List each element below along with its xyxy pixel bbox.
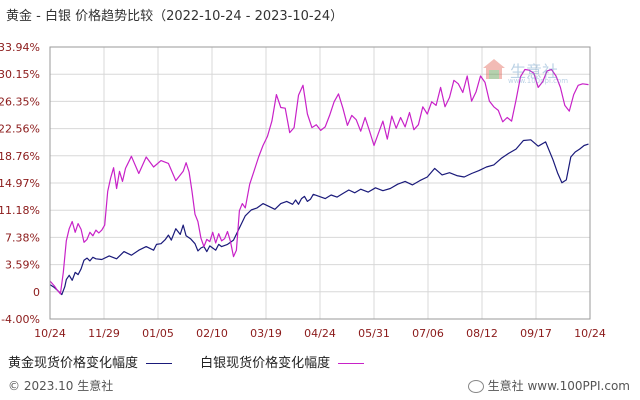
legend: 黄金现货价格变化幅度 白银现货价格变化幅度	[8, 352, 388, 371]
x-tick-label: 08/12	[466, 327, 498, 340]
x-tick-label: 07/06	[412, 327, 444, 340]
wechat-icon	[467, 380, 484, 393]
x-tick-label: 09/17	[520, 327, 552, 340]
x-tick-label: 04/24	[304, 327, 336, 340]
house-logo-icon	[483, 59, 505, 79]
y-tick-label: -4.00%	[1, 313, 40, 326]
plot-area-border	[49, 46, 591, 320]
y-tick-label: 30.15%	[0, 68, 40, 81]
y-axis-ticks: 33.94% 30.15% 26.35% 22.56% 18.76% 14.97% 11.1…	[0, 41, 40, 326]
x-tick-label: 03/19	[250, 327, 282, 340]
legend-label-silver: 白银现货价格变化幅度	[200, 356, 331, 371]
chart-title: 黄金 - 白银 价格趋势比较（2022-10-24 - 2023-10-24）	[6, 9, 344, 24]
copyright: © 2023.10 生意社	[8, 379, 114, 393]
y-tick-label: 33.94%	[0, 41, 40, 54]
x-tick-label: 11/29	[88, 327, 120, 340]
y-tick-label: 14.97%	[0, 177, 40, 190]
legend-label-gold: 黄金现货价格变化幅度	[8, 356, 139, 371]
footer-site: 生意社 www.100PPI.com	[467, 377, 630, 394]
legend-swatch-gold	[146, 363, 173, 364]
legend-item-silver: 白银现货价格变化幅度	[200, 352, 365, 371]
grid-lines	[50, 46, 590, 320]
watermark: 生意社 www.100ppi.com	[482, 56, 574, 86]
y-tick-label: 22.56%	[0, 123, 40, 136]
y-tick-label: 7.38%	[5, 231, 40, 244]
gold-series-line	[49, 139, 589, 296]
legend-item-gold: 黄金现货价格变化幅度	[8, 352, 173, 371]
x-tick-label: 05/31	[358, 327, 390, 340]
series-lines	[49, 68, 589, 296]
x-axis-ticks: 10/24 11/29 01/05 02/10 03/19 04/24 05/31 07/06…	[34, 327, 606, 340]
watermark-name: 生意社	[510, 62, 559, 81]
y-tick-label: 18.76%	[0, 150, 40, 163]
y-tick-label: 11.18%	[0, 204, 40, 217]
y-tick-label: 3.59%	[5, 259, 40, 272]
x-tick-label: 01/05	[142, 327, 174, 340]
site-name: 生意社	[487, 379, 524, 393]
x-tick-label: 10/24	[34, 327, 66, 340]
y-tick-label: 0	[33, 286, 40, 299]
y-tick-label: 26.35%	[0, 95, 40, 108]
legend-swatch-silver	[338, 363, 365, 364]
x-tick-label: 10/24	[574, 327, 606, 340]
x-tick-label: 02/10	[196, 327, 228, 340]
watermark-url: www.100ppi.com	[508, 77, 569, 85]
site-url: www.100PPI.com	[527, 379, 630, 393]
silver-series-line	[49, 68, 589, 295]
